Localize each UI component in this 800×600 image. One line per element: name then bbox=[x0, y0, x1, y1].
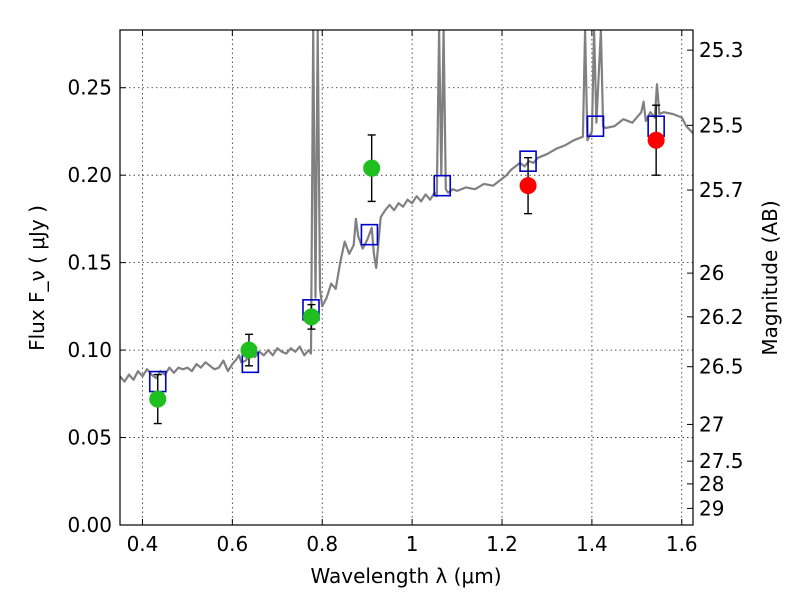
y-tick-label: 0.10 bbox=[67, 338, 112, 362]
x-tick-label: 1.6 bbox=[666, 532, 698, 556]
y-tick-label: 0.15 bbox=[67, 251, 112, 275]
observed-point-green bbox=[363, 159, 381, 177]
right-tick-label: 28 bbox=[699, 472, 724, 496]
right-tick-label: 25.5 bbox=[699, 113, 744, 137]
right-tick-label: 27.5 bbox=[699, 449, 744, 473]
model-flux-box bbox=[360, 223, 379, 246]
observed-point-green bbox=[240, 341, 258, 359]
right-tick-label: 26.5 bbox=[699, 355, 744, 379]
right-axis-label: Magnitude (AB) bbox=[758, 200, 782, 355]
model-flux-box bbox=[586, 115, 605, 138]
plot-frame bbox=[119, 29, 694, 526]
observed-point-red bbox=[519, 177, 537, 195]
right-tick-label: 29 bbox=[699, 496, 724, 520]
x-tick-label: 0.8 bbox=[306, 532, 338, 556]
y-tick-label: 0.20 bbox=[67, 163, 112, 187]
observed-point-green bbox=[149, 390, 167, 408]
right-tick-label: 25.7 bbox=[699, 178, 744, 202]
observed-point-red bbox=[647, 131, 665, 149]
x-tick-label: 0.4 bbox=[127, 532, 159, 556]
x-tick-label: 1.4 bbox=[576, 532, 608, 556]
model-flux-box bbox=[433, 174, 452, 197]
observed-point-green bbox=[302, 308, 320, 326]
x-tick-label: 0.6 bbox=[216, 532, 248, 556]
x-tick-label: 1.2 bbox=[486, 532, 518, 556]
right-tick-label: 27 bbox=[699, 412, 724, 436]
axis-ticks: 0.4 0.6 0.8 1 1.2 1.4 1.6 0.00 0.05 0.10 0.15 0.20 0… bbox=[67, 30, 744, 556]
right-tick-label: 26 bbox=[699, 261, 724, 285]
y-tick-label: 0.25 bbox=[67, 76, 112, 100]
y-tick-label: 0.00 bbox=[67, 513, 112, 537]
plot-area bbox=[120, 30, 693, 425]
y-tick-label: 0.05 bbox=[67, 426, 112, 450]
y-axis-label: Flux F_ν ( μJy ) bbox=[25, 205, 49, 351]
right-tick-label: 25.3 bbox=[699, 38, 744, 62]
x-axis-label: Wavelength λ (μm) bbox=[310, 564, 501, 588]
right-tick-label: 26.2 bbox=[699, 305, 744, 329]
x-tick-label: 1 bbox=[406, 532, 419, 556]
grid-lines bbox=[120, 30, 693, 526]
sed-model-line bbox=[120, 30, 693, 383]
